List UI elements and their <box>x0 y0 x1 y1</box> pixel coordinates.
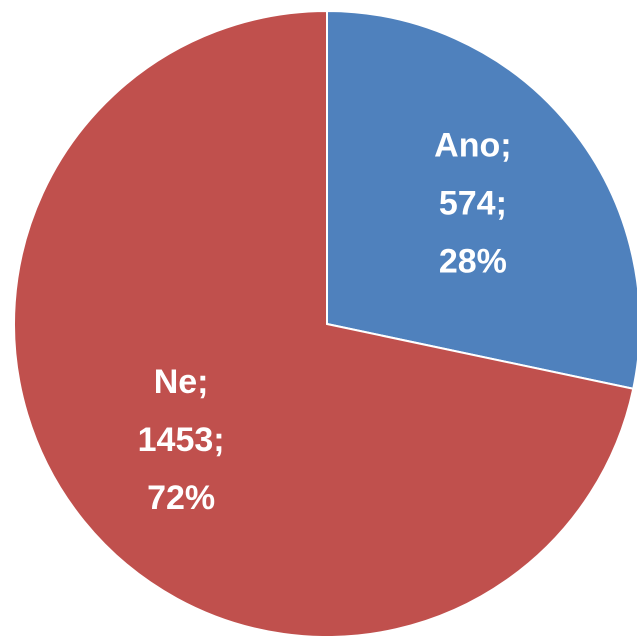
pie-slice <box>326 9 637 390</box>
slice-category-label: Ano; <box>434 127 511 165</box>
slice-category-label: Ne; <box>154 363 209 401</box>
slice-percent-label: 28% <box>439 243 507 281</box>
pie-slice <box>13 9 635 636</box>
slice-percent-label: 72% <box>147 479 215 517</box>
slice-value-label: 1453; <box>138 421 225 459</box>
slice-value-label: 574; <box>439 185 507 223</box>
